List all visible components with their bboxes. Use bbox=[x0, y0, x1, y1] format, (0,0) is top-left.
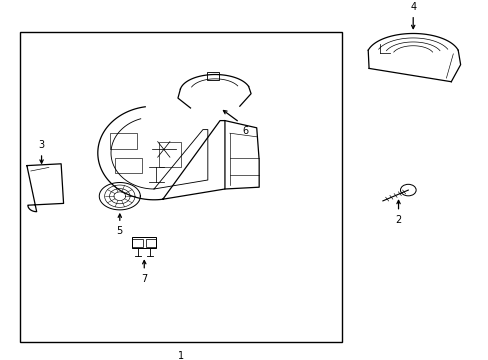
Bar bbox=[115, 158, 142, 173]
Text: 3: 3 bbox=[39, 140, 44, 150]
Text: 5: 5 bbox=[117, 226, 122, 236]
Text: 2: 2 bbox=[395, 215, 401, 225]
Text: 4: 4 bbox=[409, 2, 415, 12]
Text: 7: 7 bbox=[141, 274, 147, 284]
Bar bbox=[132, 237, 156, 248]
Bar bbox=[206, 72, 218, 80]
Text: 6: 6 bbox=[242, 126, 248, 136]
Bar bbox=[145, 239, 156, 247]
Text: 1: 1 bbox=[178, 351, 183, 360]
Bar bbox=[132, 239, 142, 247]
Bar bbox=[159, 142, 181, 167]
Bar bbox=[20, 32, 342, 342]
Bar bbox=[110, 133, 137, 149]
